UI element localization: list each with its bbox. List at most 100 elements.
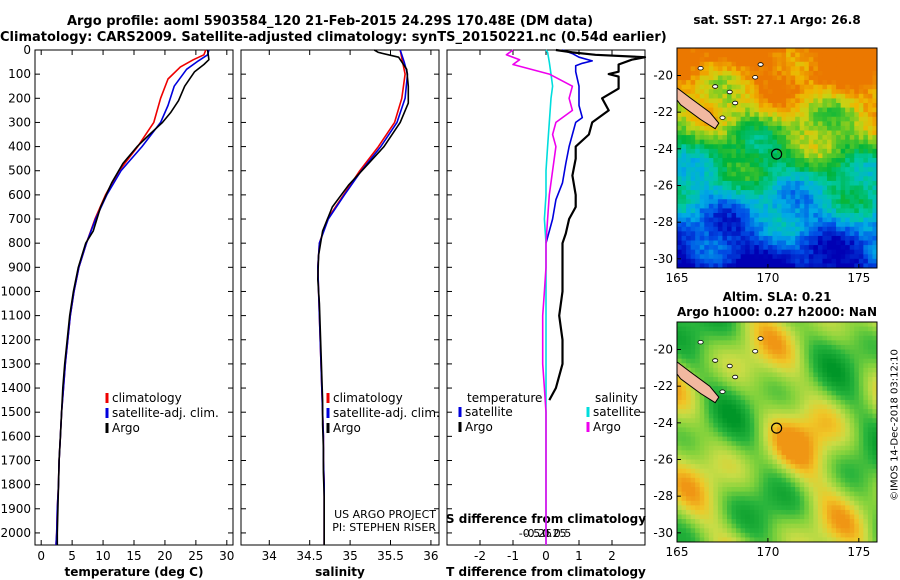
salinity-tick-label: 35	[342, 549, 357, 563]
difference-tick-label: 0	[542, 549, 550, 563]
temperature-tick-label: 0	[37, 549, 45, 563]
sla-map-island	[719, 389, 726, 394]
sst-map-ytick-label: -22	[653, 105, 673, 119]
sst-map-island	[752, 75, 759, 80]
salinity-line-climatology	[317, 49, 406, 545]
temperature-axes-frame	[34, 49, 234, 546]
depth-tick-label: 2000	[0, 526, 31, 540]
salinity-diff-tick-label: 0.25	[542, 527, 567, 540]
credit-text: ©IMOS 14-Dec-2018 03:12:10	[889, 349, 900, 501]
depth-tick-label: 500	[8, 164, 31, 178]
sst-map-xtick-label: 170	[756, 271, 779, 285]
sst-map-panel: 165 170 175 -20 -22 -24 -26 -28 -30 sat. SST: 27.…	[653, 13, 878, 285]
sla-map-island	[732, 374, 739, 380]
sst-map-land-new-caledonia	[677, 87, 720, 130]
depth-tick-label: 400	[8, 140, 31, 154]
salinity-panel: 34 34.5 35 35.5 36 salinity climatologysatelli…	[240, 49, 440, 579]
difference-tick-label: -1	[507, 549, 519, 563]
depth-tick-label: 200	[8, 91, 31, 105]
difference-tick-label: 1	[575, 549, 583, 563]
temperature-line-satellite	[55, 49, 210, 546]
sst-map-island	[697, 65, 704, 71]
sst-map-ytick-label: -20	[653, 69, 673, 83]
sst-map-ytick-label: -30	[653, 252, 673, 266]
sla-map-field	[677, 322, 877, 542]
sla-map-xtick-label: 165	[666, 545, 689, 559]
sla-map-island	[726, 363, 733, 369]
sla-map-panel: 165 170 175 -20 -22 -24 -26 -28 -30 Altim. SLA: 0…	[653, 290, 878, 559]
temperature-line-climatology	[55, 49, 207, 546]
salinity-diff-tick-label: -0.5	[519, 527, 540, 540]
sst-map-island	[719, 115, 726, 120]
depth-tick-label: 900	[8, 260, 31, 274]
sla-map-ytick-label: -26	[653, 453, 673, 467]
salinity-legend-satellite-label: satellite-adj. clim.	[333, 406, 440, 420]
figure-title-line2: Climatology: CARS2009. Satellite-adjuste…	[0, 30, 667, 45]
sla-map-ytick-label: -20	[653, 343, 673, 357]
depth-tick-label: 1900	[0, 502, 31, 516]
salinity-axes-frame	[240, 49, 440, 546]
difference-legend-salinity-argo-label: Argo	[593, 420, 621, 434]
depth-tick-label: 300	[8, 115, 31, 129]
difference-legend-salinity-satellite-label: satellite	[593, 405, 641, 419]
salinity-tick-label: 34.5	[296, 549, 323, 563]
pi-annotation: PI: STEPHEN RISER	[332, 521, 436, 534]
depth-tick-label: 1500	[0, 405, 31, 419]
sst-map-island	[757, 62, 764, 67]
difference-tick-label: 2	[608, 549, 616, 563]
temperature-tick-label: 25	[188, 549, 203, 563]
difference-legend-salinity-title: salinity	[595, 391, 638, 405]
depth-tick-label: 1000	[0, 284, 31, 298]
temperature-legend-argo-label: Argo	[112, 421, 140, 435]
depth-tick-label: 700	[8, 212, 31, 226]
salinity-legend-climatology-label: climatology	[333, 391, 403, 405]
sla-map-title-line1: Altim. SLA: 0.21	[723, 290, 832, 304]
depth-tick-label: 1700	[0, 453, 31, 467]
depth-tick-label: 100	[8, 67, 31, 81]
difference-tick-label: -2	[474, 549, 486, 563]
depth-tick-label: 1600	[0, 429, 31, 443]
sst-map-ytick-label: -28	[653, 215, 673, 229]
sst-map-xtick-label: 175	[847, 271, 870, 285]
salinity-tick-label: 34	[262, 549, 277, 563]
sla-map-ytick-label: -22	[653, 379, 673, 393]
sst-map-title-line1: sat. SST: 27.1 Argo: 26.8	[693, 13, 860, 27]
difference-legend-temperature-title: temperature	[467, 391, 542, 405]
sla-map-island	[712, 358, 719, 363]
sla-map-argo-marker	[770, 422, 783, 434]
figure-title-line1: Argo profile: aoml 5903584_120 21-Feb-20…	[66, 14, 594, 29]
project-annotation: US ARGO PROJECT	[334, 508, 436, 521]
salinity-tick-label: 35.5	[377, 549, 404, 563]
sla-map-frame	[676, 321, 878, 543]
sst-map-frame	[676, 47, 878, 269]
depth-tick-label: 1400	[0, 381, 31, 395]
sst-map-field	[677, 48, 877, 268]
sst-map-island	[726, 89, 733, 95]
difference-xlabel: T difference from climatology	[446, 565, 646, 579]
sla-map-ytick-label: -30	[653, 526, 673, 540]
difference-legend-temperature-satellite-label: satellite	[465, 405, 513, 419]
salinity-diff-tick-label: -0.25	[524, 527, 552, 540]
sla-map-title-line2: Argo h1000: 0.27 h2000: NaN	[677, 305, 877, 319]
sla-map-ytick-label: -28	[653, 489, 673, 503]
sla-map-island	[752, 349, 759, 354]
sst-map-island	[732, 100, 739, 106]
depth-tick-label: 1100	[0, 309, 31, 323]
salinity-tick-label: 36	[423, 549, 438, 563]
depth-tick-label: 800	[8, 236, 31, 250]
temperature-tick-label: 20	[157, 549, 172, 563]
difference-line-temperature-argo	[548, 48, 647, 401]
sla-map-land-new-caledonia	[677, 361, 720, 404]
temperature-tick-label: 10	[95, 549, 110, 563]
temperature-tick-label: 30	[219, 549, 234, 563]
sla-map-ytick-label: -24	[653, 416, 673, 430]
sst-map-ytick-label: -24	[653, 142, 673, 156]
sst-map-argo-marker	[770, 148, 783, 160]
depth-tick-label: 1300	[0, 357, 31, 371]
sla-map-xtick-label: 175	[847, 545, 870, 559]
temperature-xlabel: temperature (deg C)	[65, 565, 204, 579]
salinity-legend-argo-label: Argo	[333, 421, 361, 435]
depth-tick-label: 600	[8, 188, 31, 202]
